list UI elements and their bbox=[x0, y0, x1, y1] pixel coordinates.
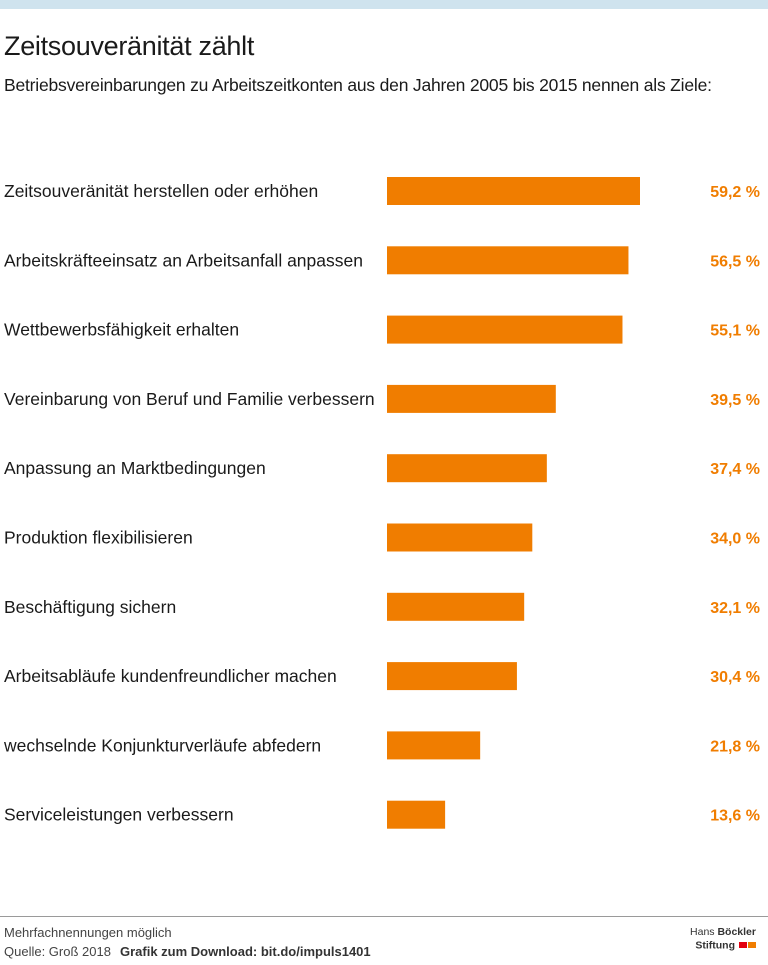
value-label: 13,6 % bbox=[710, 808, 760, 825]
category-label: Beschäftigung sichern bbox=[4, 597, 176, 617]
value-label: 32,1 % bbox=[710, 600, 760, 617]
bar bbox=[387, 731, 481, 760]
bar-chart: Zeitsouveränität herstellen oder erhöhen… bbox=[0, 150, 768, 870]
chart-subtitle: Betriebsvereinbarungen zu Arbeitszeitkon… bbox=[4, 75, 712, 95]
bar bbox=[387, 523, 533, 552]
category-label: Wettbewerbsfähigkeit erhalten bbox=[4, 320, 239, 340]
bar bbox=[387, 454, 547, 483]
category-label: Zeitsouveränität herstellen oder erhöhen bbox=[4, 181, 318, 201]
value-label: 56,5 % bbox=[710, 253, 760, 270]
value-label: 55,1 % bbox=[710, 323, 760, 340]
top-accent-bar bbox=[0, 0, 768, 9]
category-label: Anpassung an Marktbedingungen bbox=[4, 458, 266, 478]
logo-word-stiftung: Stiftung bbox=[695, 939, 735, 952]
bar-chart-svg: Zeitsouveränität herstellen oder erhöhen… bbox=[3, 177, 760, 829]
bar bbox=[387, 592, 525, 621]
download-link[interactable]: Grafik zum Download: bit.do/impuls1401 bbox=[120, 944, 371, 959]
category-label: Arbeitskräfteeinsatz an Arbeitsanfall an… bbox=[4, 250, 363, 270]
footnote: Mehrfachnennungen möglich bbox=[4, 925, 172, 940]
bar bbox=[387, 800, 446, 829]
value-label: 21,8 % bbox=[710, 738, 760, 755]
category-label: Serviceleistungen verbessern bbox=[4, 805, 234, 825]
bar bbox=[387, 384, 556, 413]
value-label: 59,2 % bbox=[710, 184, 760, 201]
hans-boeckler-logo: Hans Böckler Stiftung bbox=[690, 926, 756, 952]
value-label: 37,4 % bbox=[710, 461, 760, 478]
logo-word-boeckler: Böckler bbox=[717, 926, 756, 938]
category-label: wechselnde Konjunkturverläufe abfedern bbox=[3, 735, 321, 755]
category-label: Arbeitsabläufe kundenfreundlicher machen bbox=[4, 666, 337, 686]
logo-mark-icon bbox=[738, 939, 756, 952]
category-label: Vereinbarung von Beruf und Familie verbe… bbox=[4, 389, 375, 409]
bar bbox=[387, 315, 623, 344]
value-label: 39,5 % bbox=[710, 392, 760, 409]
bar bbox=[387, 246, 629, 275]
chart-title: Zeitsouveränität zählt bbox=[4, 31, 255, 61]
category-label: Produktion flexibilisieren bbox=[4, 528, 193, 548]
bar bbox=[387, 177, 640, 205]
value-label: 34,0 % bbox=[710, 531, 760, 548]
bar bbox=[387, 662, 517, 691]
value-label: 30,4 % bbox=[710, 669, 760, 686]
footer-divider bbox=[0, 916, 768, 917]
source-text: Quelle: Groß 2018 bbox=[4, 944, 111, 959]
logo-word-hans: Hans bbox=[690, 926, 715, 938]
